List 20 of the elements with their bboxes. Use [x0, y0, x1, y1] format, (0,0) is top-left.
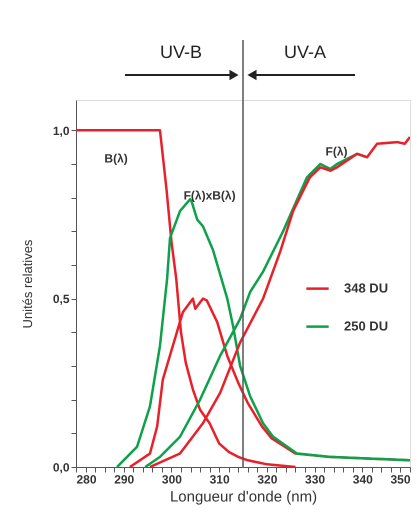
x-tick-label: 310: [210, 472, 230, 486]
legend-label: 348 DU: [344, 280, 388, 296]
text: UV-A: [284, 42, 326, 62]
legend-label: 250 DU: [344, 318, 388, 334]
x-tick-label: 320: [257, 472, 278, 486]
x-tick-label: 350: [390, 472, 411, 486]
x-axis-title: Longueur d'onde (nm): [170, 488, 318, 506]
x-tick-label: 280: [76, 472, 97, 486]
x-tick-label: 300: [162, 472, 182, 486]
y-axis-title: Unités relatives: [20, 239, 35, 328]
x-tick-label: 340: [352, 472, 374, 486]
annotation: F(λ): [326, 144, 348, 158]
x-tick-label: 290: [114, 472, 135, 486]
text: UV-B: [160, 42, 202, 62]
annotation: B(λ): [104, 152, 128, 166]
annotation: F(λ)xB(λ): [184, 188, 236, 202]
y-tick-label: 0,0: [52, 460, 70, 474]
y-tick-label: 1,0: [52, 124, 70, 138]
y-tick-label: 0,5: [52, 292, 70, 306]
x-tick-label: 330: [305, 472, 326, 486]
